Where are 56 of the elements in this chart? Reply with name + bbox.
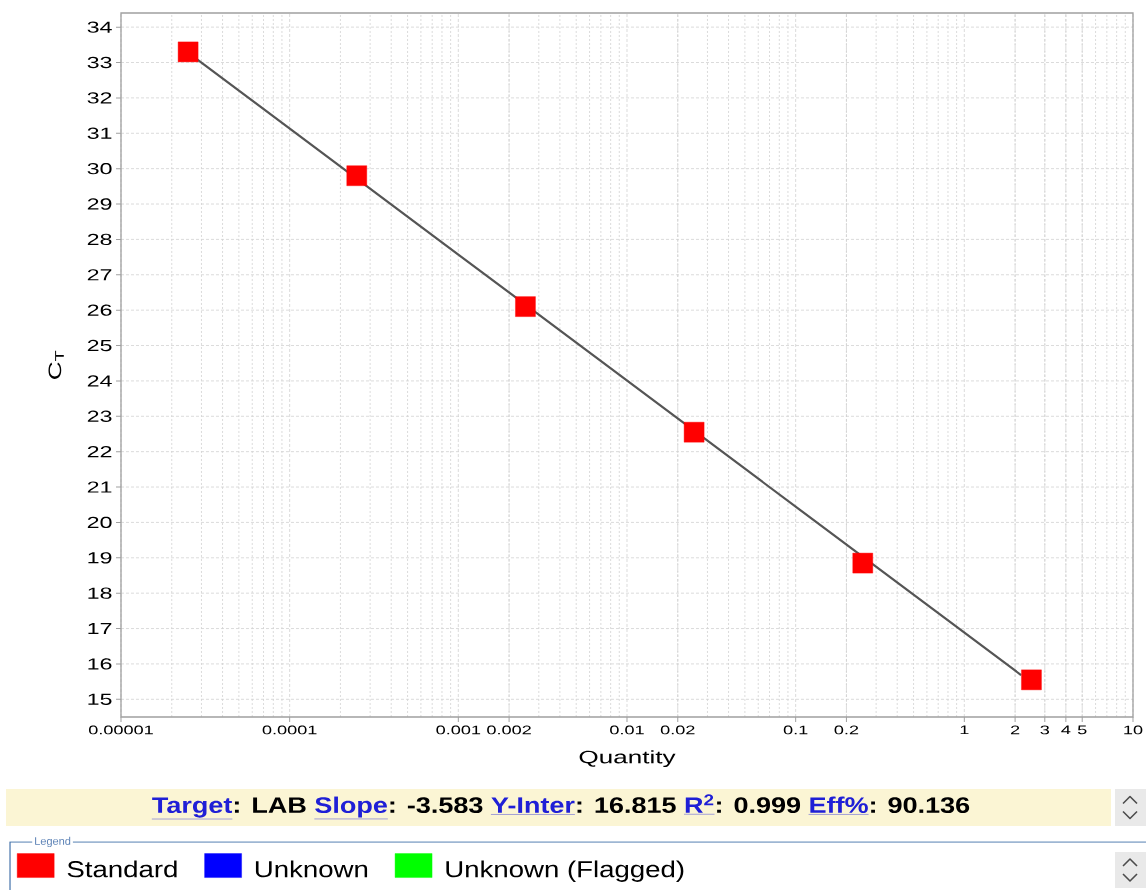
x-tick-label: 10 xyxy=(1124,725,1143,735)
legend-label: Unknown xyxy=(255,860,368,878)
text: : 90.136 xyxy=(871,797,970,814)
point xyxy=(1021,669,1042,691)
text: Eff% xyxy=(810,796,868,814)
point xyxy=(852,552,873,574)
text: : 0.999 xyxy=(717,797,801,814)
point xyxy=(683,422,705,443)
y-tick-label: 29 xyxy=(87,198,112,210)
legend-label: Unknown (Flagged) xyxy=(446,860,684,882)
y-tick-label: 27 xyxy=(87,269,112,281)
x-tick-label: 1 xyxy=(960,725,969,735)
text: Slope xyxy=(315,796,387,818)
y-tick-label: 24 xyxy=(87,375,112,387)
x-tick-label: 0.00001 xyxy=(88,725,153,735)
y-tick-label: 28 xyxy=(87,233,112,246)
x-tick-label: 0.2 xyxy=(834,725,859,735)
point xyxy=(515,296,536,317)
x-tick-label: 3 xyxy=(1040,725,1050,735)
point xyxy=(177,41,199,63)
y-tick-label: 34 xyxy=(87,21,112,33)
text: : -3.583 xyxy=(390,797,483,814)
y-tick-label: 20 xyxy=(87,516,112,529)
x-tick-label: 0.002 xyxy=(487,725,531,735)
text: Y-Inter xyxy=(491,797,575,814)
y-tick-label: 16 xyxy=(88,658,112,670)
text: Target xyxy=(152,797,233,818)
x-tick-label: 0.1 xyxy=(783,725,808,735)
text: : 16.815 xyxy=(577,797,676,814)
y-tick-label: 31 xyxy=(87,127,112,139)
point xyxy=(346,165,367,186)
x-tick-label: 0.0001 xyxy=(262,725,317,735)
y-tick-label: 18 xyxy=(88,587,112,599)
x-tick-label: 4 xyxy=(1061,725,1071,735)
x-axis-title: Quantity xyxy=(579,750,676,768)
y-tick-label: 26 xyxy=(87,304,112,316)
y-tick-label: 33 xyxy=(87,56,112,69)
x-tick-label: 0.02 xyxy=(660,725,695,735)
x-tick-label: 0.01 xyxy=(610,725,644,735)
y-tick-label: 22 xyxy=(87,446,112,458)
x-tick-label: 0.001 xyxy=(436,725,481,735)
y-tick-label: 32 xyxy=(87,92,112,104)
y-tick-label: 15 xyxy=(88,693,112,705)
legend-title: Legend xyxy=(35,836,71,848)
y-axis-title: C$_{T}$ xyxy=(48,350,64,379)
text: : LAB xyxy=(234,797,306,813)
y-tick-label: 21 xyxy=(87,481,112,493)
x-tick-label: 2 xyxy=(1010,725,1020,735)
y-tick-label: 17 xyxy=(88,623,112,635)
y-tick-label: 19 xyxy=(88,552,112,564)
y-tick-label: 23 xyxy=(87,410,112,422)
legend-label: Standard xyxy=(67,860,177,878)
y-tick-label: 30 xyxy=(87,162,112,175)
x-tick-label: 5 xyxy=(1077,725,1087,735)
text: R$^{2}$ xyxy=(685,794,714,813)
y-tick-label: 25 xyxy=(87,339,112,352)
